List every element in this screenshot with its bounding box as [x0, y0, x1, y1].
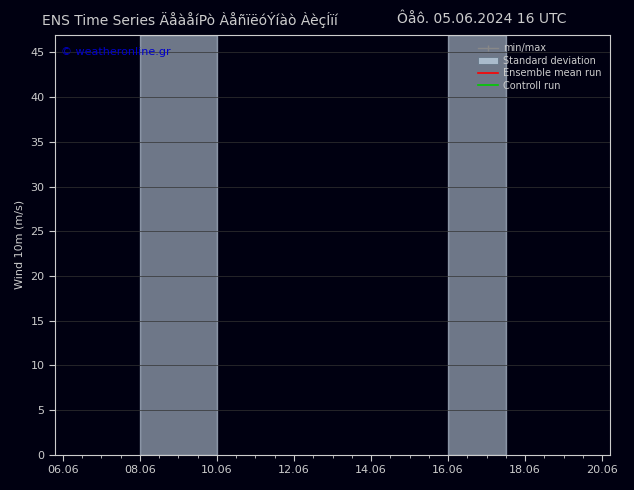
Legend: min/max, Standard deviation, Ensemble mean run, Controll run: min/max, Standard deviation, Ensemble me… [474, 40, 605, 95]
Bar [140, 35, 217, 455]
Bar [448, 35, 506, 455]
Y-axis label: Wind 10m (m/s): Wind 10m (m/s) [15, 200, 25, 289]
Text: Ôåô. 05.06.2024 16 UTC: Ôåô. 05.06.2024 16 UTC [397, 12, 567, 26]
Text: © weatheronline.gr: © weatheronline.gr [61, 47, 171, 57]
Text: ENS Time Series ÄåàåíPò ÀåñïëóÝíàò ÀèçÍïí: ENS Time Series ÄåàåíPò ÀåñïëóÝíàò ÀèçÍï… [42, 12, 338, 28]
